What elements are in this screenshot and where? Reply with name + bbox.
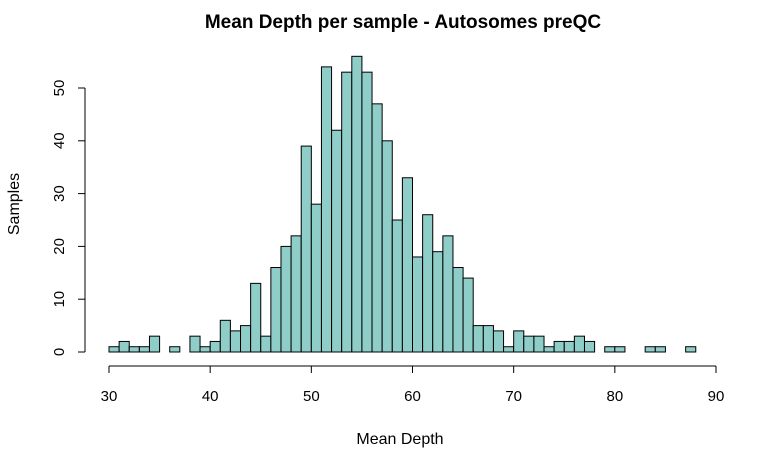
y-tick-label: 40 [51, 132, 68, 149]
histogram-bar [280, 245, 292, 353]
x-tick-label: 90 [708, 388, 725, 405]
histogram-bar [371, 103, 383, 353]
histogram-bar [685, 346, 697, 353]
histogram-bar [331, 129, 343, 353]
histogram-bar [432, 251, 444, 353]
histogram-bar [229, 330, 242, 353]
histogram-bar [391, 219, 403, 353]
histogram-bar [250, 282, 262, 353]
histogram-bar [199, 346, 211, 353]
histogram-bar [381, 140, 393, 353]
histogram-bar [412, 256, 424, 353]
histogram-bar [240, 325, 252, 353]
histogram-bar [361, 71, 373, 353]
histogram-bar [108, 346, 120, 353]
y-axis-ticks: 0 10 20 30 40 50 [51, 80, 85, 356]
histogram-bar [644, 346, 656, 353]
histogram-bar [148, 335, 161, 353]
histogram-bar [290, 235, 302, 353]
x-tick-label: 50 [303, 388, 320, 405]
histogram-bar [513, 330, 525, 353]
histogram-bar [503, 346, 515, 353]
histogram-bar [219, 319, 231, 353]
histogram-bar [482, 325, 494, 353]
histogram-bar [341, 71, 353, 353]
histogram-bar [523, 335, 535, 353]
histogram-bar [189, 335, 201, 353]
histogram-bar [573, 335, 585, 353]
histogram-bar [351, 55, 363, 353]
y-tick-label: 20 [51, 238, 68, 255]
x-tick-label: 70 [505, 388, 522, 405]
histogram-bar [472, 325, 484, 353]
histogram-bar [260, 335, 272, 353]
histogram-bar [442, 235, 454, 353]
histogram-bar [128, 346, 140, 353]
x-tick-label: 30 [101, 388, 118, 405]
x-axis-ticks: 30 40 50 60 70 80 90 [101, 366, 725, 405]
x-tick-label: 40 [202, 388, 219, 405]
histogram-bar [422, 214, 434, 353]
histogram-bar [300, 145, 312, 353]
y-tick-label: 0 [51, 348, 68, 356]
y-tick-label: 10 [51, 291, 68, 308]
histogram-bar [654, 346, 666, 353]
bars-group [108, 55, 697, 353]
histogram-bar [209, 340, 221, 353]
x-tick-label: 60 [404, 388, 421, 405]
histogram-bar [543, 346, 555, 353]
y-tick-label: 30 [51, 185, 68, 202]
x-tick-label: 80 [606, 388, 623, 405]
y-tick-label: 50 [51, 80, 68, 97]
histogram-bar [553, 340, 565, 353]
histogram-bar [118, 340, 130, 353]
histogram-bar [492, 330, 505, 353]
histogram-bar [583, 340, 596, 353]
histogram-bar [138, 346, 150, 353]
histogram-bar [169, 346, 181, 353]
histogram-bar [320, 66, 333, 353]
histogram-bar [614, 346, 626, 353]
histogram-bar [401, 177, 414, 353]
histogram-bar [310, 203, 322, 353]
histogram-bar [270, 267, 282, 353]
y-axis-label: Samples [6, 173, 23, 235]
histogram-bar [462, 277, 474, 353]
x-axis-label: Mean Depth [356, 431, 443, 448]
histogram-bar [533, 335, 545, 353]
chart-title: Mean Depth per sample - Autosomes preQC [205, 12, 602, 33]
histogram-bar [604, 346, 616, 353]
histogram-bar [452, 267, 464, 353]
histogram-bar [563, 340, 575, 353]
